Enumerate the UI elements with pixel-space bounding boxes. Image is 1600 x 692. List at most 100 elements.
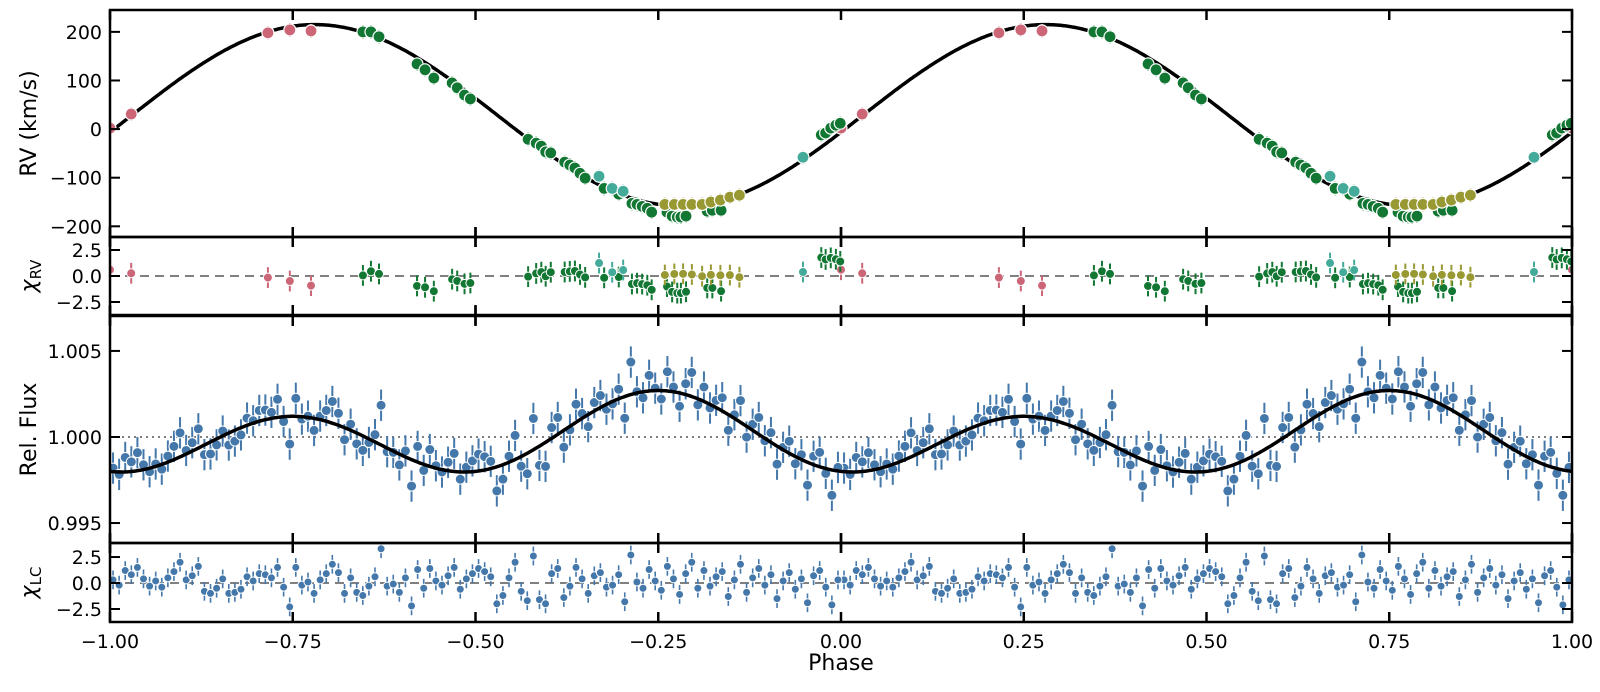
lc-resid-point <box>1418 557 1428 567</box>
lc-resid-point <box>291 562 301 572</box>
lc-resid-point <box>212 583 222 593</box>
lc-point <box>265 406 277 418</box>
lc-resid-point <box>1491 580 1501 590</box>
lc-resid-point <box>1156 563 1166 573</box>
lc-resid-point <box>1150 583 1160 593</box>
lc-point <box>655 393 667 405</box>
lc-resid-point <box>735 559 745 569</box>
lc-resid-point <box>1180 562 1190 572</box>
lc-point <box>619 412 631 424</box>
lc-resid-point <box>571 562 581 572</box>
lc-point <box>521 468 533 480</box>
lc-resid-point <box>1119 579 1129 589</box>
lc-resid-point <box>1131 573 1141 583</box>
lc-point <box>406 480 418 492</box>
rv-resid-point <box>1037 280 1048 291</box>
lc-resid-point <box>857 570 867 580</box>
lc-resid-point <box>809 571 819 581</box>
lc-resid-point <box>608 580 618 590</box>
lc-point <box>515 460 527 472</box>
rv-ytick-label: 200 <box>66 22 102 44</box>
lc-resid-point <box>687 557 697 567</box>
lc-point <box>1301 398 1313 410</box>
lc-resid-point <box>1168 580 1178 590</box>
lc-resid-point <box>455 584 465 594</box>
lc-point <box>1557 489 1569 501</box>
lc-resid-point <box>1235 573 1245 583</box>
lc-point <box>1417 366 1429 378</box>
rv-point <box>1149 63 1163 77</box>
rv-resid-point <box>1325 258 1336 269</box>
lc-point <box>1465 395 1477 407</box>
lc-point <box>905 427 917 439</box>
lc-resid-point <box>723 592 733 602</box>
lc-point <box>1106 399 1118 411</box>
lc-resid-point <box>1302 562 1312 572</box>
rv-point <box>732 188 746 202</box>
lc-resid-point <box>912 575 922 585</box>
lc-resid-point <box>1272 599 1282 609</box>
lc-resid-point <box>419 583 429 593</box>
rv-resid-point <box>1412 286 1423 297</box>
lc-point <box>1003 393 1015 405</box>
lc-point <box>1252 468 1264 480</box>
lc-resid-point <box>126 570 136 580</box>
lc-resid-point <box>650 576 660 586</box>
lc-resid-point <box>1393 561 1403 571</box>
rv-point <box>1194 92 1208 106</box>
lc_resid-ytick-label: 0.0 <box>72 573 102 595</box>
lc-resid-point <box>790 584 800 594</box>
rv-resid-point <box>1159 286 1170 297</box>
rv-point <box>833 116 847 130</box>
rv-point <box>645 205 659 219</box>
lc-resid-point <box>833 575 843 585</box>
lc-resid-point <box>1436 581 1446 591</box>
lc-point <box>741 431 753 443</box>
lc-ytick-label: 1.005 <box>48 341 102 363</box>
lc-point <box>1222 485 1234 497</box>
lc-resid-point <box>1454 592 1464 602</box>
lc-resid-point <box>681 569 691 579</box>
lc-resid-point <box>815 566 825 576</box>
lc-resid-point <box>1211 567 1221 577</box>
lc-resid-point <box>1558 600 1568 610</box>
lc-resid-point <box>236 584 246 594</box>
lc-point <box>582 421 594 433</box>
rv-resid-point <box>686 269 697 280</box>
lc-resid-point <box>1424 583 1434 593</box>
lc-point <box>1447 392 1459 404</box>
lc_resid-ylabel-text: χ <box>17 584 42 599</box>
lc-resid-point <box>1071 588 1081 598</box>
lc-ytick-label: 0.995 <box>48 513 102 535</box>
lc-resid-point <box>778 576 788 586</box>
lc-resid-point <box>1430 566 1440 576</box>
lc-point <box>1502 458 1514 470</box>
lc-point <box>1070 434 1082 446</box>
lc-resid-point <box>1503 594 1513 604</box>
lc-resid-point <box>1247 586 1257 596</box>
lc-point <box>1453 424 1465 436</box>
lc-resid-point <box>559 593 569 603</box>
lc-resid-point <box>1466 559 1476 569</box>
lc-resid-point <box>1412 569 1422 579</box>
lc-point <box>1216 455 1228 467</box>
lc-resid-point <box>802 598 812 608</box>
lc-point <box>497 473 509 485</box>
lc-point <box>686 366 698 378</box>
lc-point <box>1319 397 1331 409</box>
rv-resid-point <box>1447 286 1458 297</box>
lc-point <box>588 397 600 409</box>
rv-resid-point <box>1428 271 1439 282</box>
lc-resid-point <box>894 573 904 583</box>
xtick-label: −0.25 <box>629 631 687 653</box>
lc-resid-point <box>876 581 886 591</box>
lc-resid-point <box>449 562 459 572</box>
rv-point <box>679 209 693 223</box>
lc-resid-point <box>510 557 520 567</box>
lc-resid-point <box>1034 577 1044 587</box>
lc-point <box>765 427 777 439</box>
lc-point <box>375 399 387 411</box>
lc-ylabel-text: Rel. Flux <box>17 383 42 477</box>
lc-resid-point <box>1077 573 1087 583</box>
lc-resid-point <box>1138 601 1148 611</box>
